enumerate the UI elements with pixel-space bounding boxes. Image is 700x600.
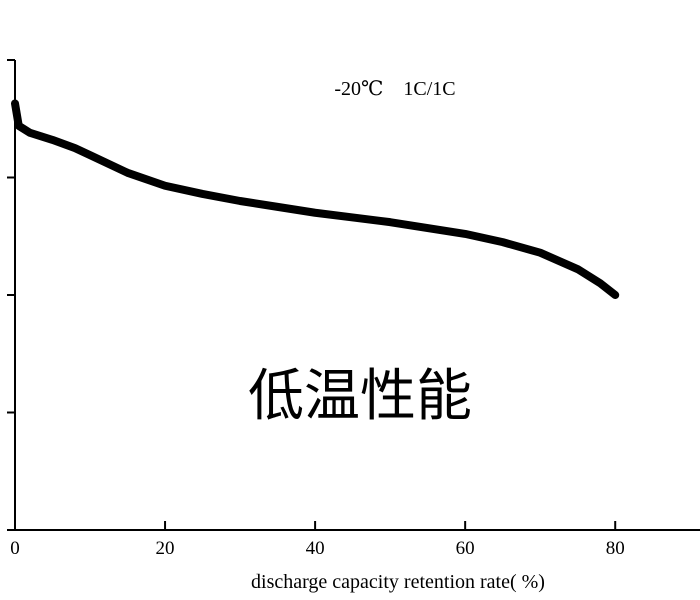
x-tick-label: 20	[156, 538, 175, 559]
x-tick-label: 60	[456, 538, 475, 559]
chart-title: -20℃ 1C/1C	[334, 78, 455, 100]
x-tick-label: 40	[306, 538, 325, 559]
data-line	[11, 99, 620, 299]
x-tick-label: 0	[10, 538, 20, 559]
annotation: 低温性能	[248, 366, 472, 428]
x-axis-label: discharge capacity retention rate( %)	[251, 571, 545, 593]
x-tick-label: 80	[606, 538, 625, 559]
